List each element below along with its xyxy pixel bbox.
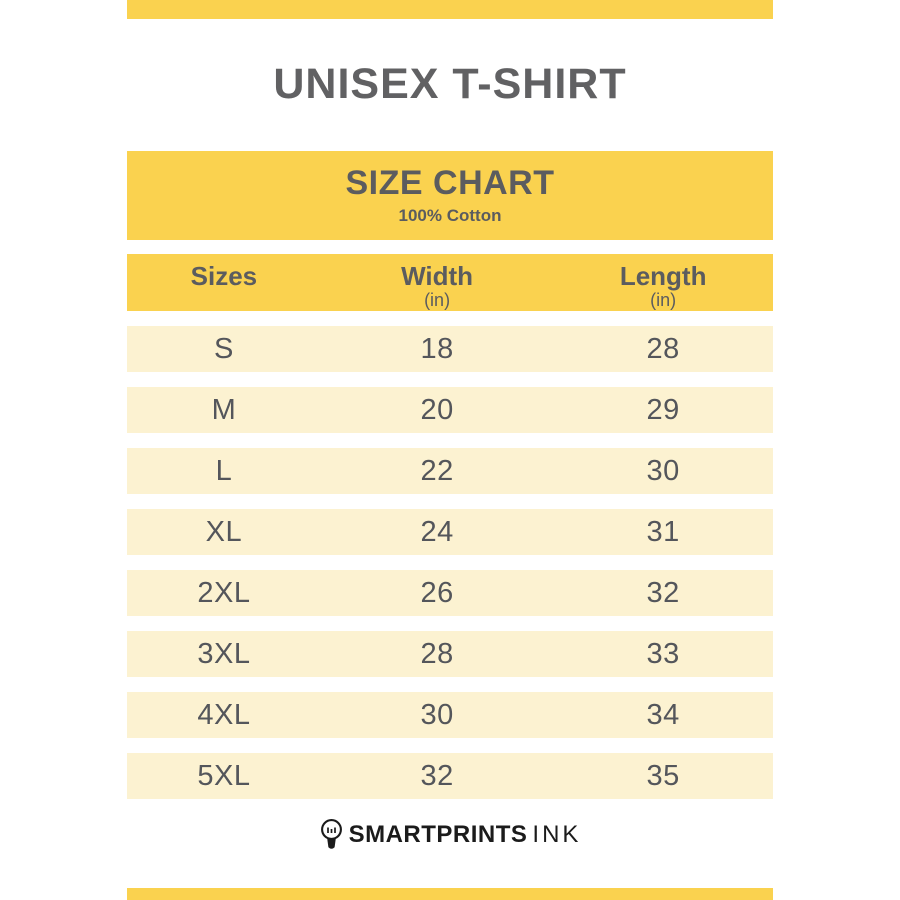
length-cell: 31 [646, 515, 680, 548]
size-cell: 2XL [197, 576, 251, 609]
width-cell: 32 [420, 759, 454, 792]
table-row: 2XL 26 32 [127, 570, 773, 616]
table-row: 5XL 32 35 [127, 753, 773, 799]
width-cell: 30 [420, 698, 454, 731]
size-cell: XL [205, 515, 243, 548]
lightbulb-icon [319, 818, 344, 851]
column-header-sizes: Sizes [190, 261, 258, 291]
size-cell: 4XL [197, 698, 251, 731]
width-cell: 22 [420, 454, 454, 487]
length-cell: 32 [646, 576, 680, 609]
column-header-width: Width (in) [401, 261, 474, 310]
length-cell: 33 [646, 637, 680, 670]
width-cell: 18 [420, 332, 454, 365]
width-cell: 26 [420, 576, 454, 609]
brand-name-light: INK [532, 820, 582, 848]
table-row: XL 24 31 [127, 509, 773, 555]
length-cell: 29 [646, 393, 680, 426]
table-row: S 18 28 [127, 326, 773, 372]
table-row: L 22 30 [127, 448, 773, 494]
width-cell: 20 [420, 393, 454, 426]
bottom-accent-bar [127, 888, 773, 900]
size-cell: L [215, 454, 233, 487]
brand-name-bold: SMARTPRINTS [348, 820, 528, 848]
length-cell: 34 [646, 698, 680, 731]
size-table-body: S 18 28 M 20 29 L 22 30 XL 24 31 2XL 26 … [127, 326, 773, 814]
size-cell: M [211, 393, 237, 426]
size-cell: 5XL [197, 759, 251, 792]
size-chart-banner: SIZE CHART 100% Cotton [127, 151, 773, 240]
table-row: 4XL 30 34 [127, 692, 773, 738]
width-cell: 24 [420, 515, 454, 548]
size-cell: S [213, 332, 234, 365]
column-header-length: Length (in) [619, 261, 707, 310]
brand-logo: SMARTPRINTS INK [0, 818, 900, 851]
banner-heading: SIZE CHART [345, 164, 555, 202]
table-row: 3XL 28 33 [127, 631, 773, 677]
table-row: M 20 29 [127, 387, 773, 433]
length-cell: 30 [646, 454, 680, 487]
table-header-row: Sizes Width (in) Length (in) [127, 254, 773, 311]
page-title: UNISEX T-SHIRT [273, 60, 627, 108]
top-accent-bar [127, 0, 773, 19]
length-cell: 28 [646, 332, 680, 365]
length-cell: 35 [646, 759, 680, 792]
banner-subheading: 100% Cotton [398, 206, 502, 225]
width-cell: 28 [420, 637, 454, 670]
size-cell: 3XL [197, 637, 251, 670]
